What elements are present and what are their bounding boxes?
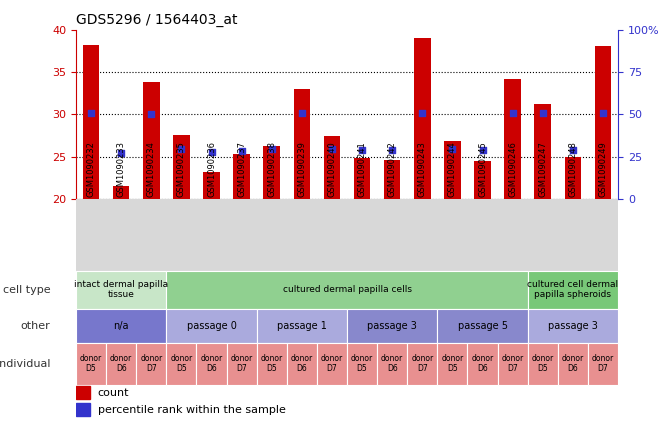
Bar — [167, 271, 527, 309]
Text: donor
D5: donor D5 — [171, 354, 192, 374]
Bar — [76, 343, 106, 385]
Point — [266, 146, 277, 152]
Bar — [203, 172, 220, 199]
Bar — [498, 343, 527, 385]
Bar — [535, 104, 551, 199]
Point — [86, 110, 97, 117]
Text: n/a: n/a — [114, 321, 129, 331]
Text: donor
D5: donor D5 — [260, 354, 283, 374]
Point — [297, 110, 307, 117]
Bar — [595, 46, 611, 199]
Text: donor
D7: donor D7 — [411, 354, 434, 374]
Bar — [324, 136, 340, 199]
Text: passage 3: passage 3 — [368, 321, 417, 331]
Bar — [564, 157, 581, 199]
Text: donor
D6: donor D6 — [381, 354, 403, 374]
Text: GDS5296 / 1564403_at: GDS5296 / 1564403_at — [76, 13, 237, 27]
Bar — [407, 343, 438, 385]
Bar — [136, 343, 167, 385]
Bar — [527, 309, 618, 343]
Bar — [347, 309, 438, 343]
Text: individual: individual — [0, 359, 50, 369]
Text: passage 3: passage 3 — [548, 321, 598, 331]
Text: intact dermal papilla
tissue: intact dermal papilla tissue — [74, 280, 169, 299]
Text: donor
D7: donor D7 — [231, 354, 253, 374]
Point — [206, 149, 217, 156]
Bar — [113, 186, 130, 199]
Bar — [167, 309, 256, 343]
Bar — [527, 271, 618, 309]
Text: donor
D7: donor D7 — [321, 354, 343, 374]
Text: donor
D6: donor D6 — [562, 354, 584, 374]
Text: percentile rank within the sample: percentile rank within the sample — [98, 405, 286, 415]
Bar — [317, 343, 347, 385]
Bar — [76, 403, 90, 416]
Text: donor
D5: donor D5 — [351, 354, 373, 374]
Text: donor
D6: donor D6 — [110, 354, 132, 374]
Bar — [438, 343, 467, 385]
Text: cultured dermal papilla cells: cultured dermal papilla cells — [282, 285, 412, 294]
Point — [537, 110, 548, 117]
Text: count: count — [98, 388, 129, 398]
Bar — [256, 343, 287, 385]
Bar — [143, 82, 159, 199]
Bar — [354, 158, 370, 199]
Bar — [347, 343, 377, 385]
Bar — [76, 386, 90, 399]
Bar — [76, 271, 167, 309]
Text: donor
D7: donor D7 — [592, 354, 614, 374]
Text: cell type: cell type — [3, 285, 50, 295]
Point — [357, 146, 368, 153]
Text: donor
D7: donor D7 — [502, 354, 524, 374]
Bar — [438, 309, 527, 343]
Bar — [76, 309, 167, 343]
Text: donor
D6: donor D6 — [200, 354, 223, 374]
Bar — [504, 79, 521, 199]
Text: passage 0: passage 0 — [186, 321, 237, 331]
Bar — [293, 89, 310, 199]
Point — [447, 146, 457, 152]
Point — [327, 146, 337, 152]
Bar — [83, 45, 99, 199]
Text: cultured cell dermal
papilla spheroids: cultured cell dermal papilla spheroids — [527, 280, 619, 299]
Bar — [196, 343, 227, 385]
Bar — [588, 343, 618, 385]
Bar — [287, 343, 317, 385]
Bar — [227, 343, 256, 385]
Bar — [467, 343, 498, 385]
Point — [417, 110, 428, 117]
Bar — [377, 343, 407, 385]
Bar — [558, 343, 588, 385]
Text: donor
D6: donor D6 — [291, 354, 313, 374]
Bar — [173, 135, 190, 199]
Bar — [444, 141, 461, 199]
Point — [176, 146, 186, 152]
Point — [568, 146, 578, 153]
Bar — [106, 343, 136, 385]
Point — [146, 111, 157, 118]
Text: donor
D7: donor D7 — [140, 354, 163, 374]
Point — [387, 147, 397, 154]
Bar — [256, 309, 347, 343]
Bar — [414, 38, 430, 199]
Point — [116, 150, 126, 157]
Point — [508, 110, 518, 117]
Text: donor
D6: donor D6 — [471, 354, 494, 374]
Text: passage 5: passage 5 — [457, 321, 508, 331]
Bar — [474, 161, 491, 199]
Point — [237, 147, 247, 154]
Bar — [384, 160, 401, 199]
Bar — [264, 146, 280, 199]
Text: donor
D5: donor D5 — [531, 354, 554, 374]
Text: donor
D5: donor D5 — [442, 354, 463, 374]
Point — [598, 110, 608, 117]
Text: donor
D5: donor D5 — [80, 354, 102, 374]
Text: other: other — [20, 321, 50, 331]
Bar — [527, 343, 558, 385]
Bar — [233, 154, 250, 199]
Text: passage 1: passage 1 — [277, 321, 327, 331]
Bar — [167, 343, 196, 385]
Point — [477, 146, 488, 153]
